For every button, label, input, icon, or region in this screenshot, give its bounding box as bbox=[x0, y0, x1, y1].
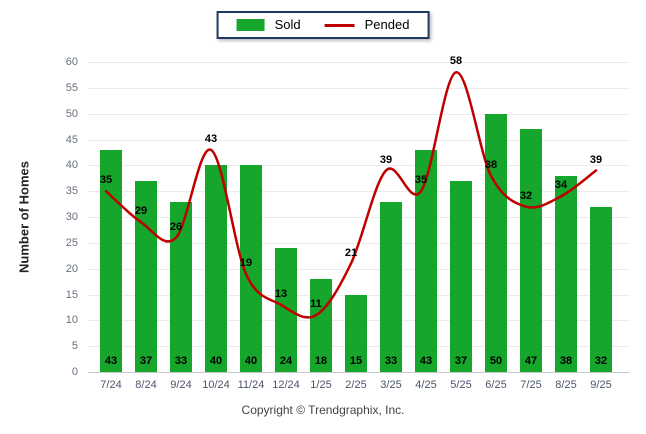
bar-value-label: 47 bbox=[524, 355, 538, 367]
copyright-text: Copyright © Trendgraphix, Inc. bbox=[241, 403, 405, 417]
bar-value-label: 38 bbox=[559, 355, 573, 367]
bar-value-label: 37 bbox=[454, 355, 468, 367]
y-axis-tick-label: 25 bbox=[65, 236, 78, 249]
line-value-label: 11 bbox=[310, 298, 322, 311]
bar-sold bbox=[485, 113, 507, 372]
sold-legend-label: Sold bbox=[274, 17, 301, 32]
bar-value-label: 37 bbox=[139, 355, 153, 367]
line-value-label: 39 bbox=[379, 153, 393, 166]
line-value-label: 43 bbox=[204, 132, 218, 145]
line-value-label: 21 bbox=[344, 246, 358, 259]
bar-value-label: 50 bbox=[489, 355, 503, 367]
bar-sold bbox=[555, 175, 577, 372]
x-axis-label: 3/25 bbox=[380, 379, 402, 391]
bar-value-label: 33 bbox=[174, 355, 188, 367]
y-axis-tick-label: 55 bbox=[65, 81, 78, 94]
x-axis-label: 6/25 bbox=[485, 379, 507, 391]
gridline bbox=[88, 62, 630, 63]
bar-value-label: 24 bbox=[279, 355, 293, 367]
y-axis-tick-label: 10 bbox=[65, 314, 78, 327]
y-axis-tick-label: 5 bbox=[71, 340, 78, 353]
y-axis-tick-label: 15 bbox=[65, 288, 78, 301]
bar-sold bbox=[205, 165, 227, 372]
x-axis-line bbox=[88, 372, 630, 373]
bar-sold bbox=[520, 129, 542, 372]
x-axis-label: 7/24 bbox=[100, 379, 122, 391]
bar-value-label: 33 bbox=[384, 355, 398, 367]
x-axis-label: 11/24 bbox=[237, 379, 265, 391]
legend: Sold Pended bbox=[216, 11, 430, 39]
line-value-label: 13 bbox=[274, 287, 288, 300]
x-axis-label: 5/25 bbox=[450, 379, 472, 391]
bar-value-label: 43 bbox=[104, 355, 118, 367]
y-axis-tick-label: 45 bbox=[65, 133, 78, 146]
gridline bbox=[88, 139, 630, 141]
bar-sold bbox=[380, 201, 402, 372]
bar-value-label: 18 bbox=[314, 355, 328, 367]
bar-value-label: 40 bbox=[244, 355, 258, 367]
line-value-label: 26 bbox=[169, 220, 183, 233]
y-axis-tick-label: 0 bbox=[71, 366, 78, 378]
bar-value-label: 32 bbox=[594, 355, 608, 367]
line-value-label: 58 bbox=[449, 55, 463, 68]
line-value-label: 19 bbox=[239, 256, 253, 269]
sold-legend-swatch-icon bbox=[236, 19, 265, 31]
x-axis-label: 1/25 bbox=[310, 379, 332, 391]
x-axis-label: 8/25 bbox=[555, 379, 577, 391]
gridline bbox=[88, 113, 630, 115]
bar-value-label: 15 bbox=[349, 355, 363, 367]
x-axis-label: 9/25 bbox=[590, 379, 612, 391]
line-value-label: 35 bbox=[99, 174, 113, 187]
x-axis-label: 7/25 bbox=[520, 379, 542, 391]
y-axis-tick-label: 35 bbox=[65, 185, 78, 198]
line-value-label: 29 bbox=[134, 205, 148, 218]
x-axis-label: 8/24 bbox=[135, 379, 157, 391]
x-axis-label: 2/25 bbox=[345, 379, 367, 391]
x-axis-label: 9/24 bbox=[170, 379, 192, 391]
x-axis-label: 12/24 bbox=[272, 379, 300, 391]
gridline bbox=[88, 87, 630, 89]
line-value-label: 32 bbox=[519, 189, 533, 202]
bar-sold bbox=[275, 248, 297, 372]
bar-sold bbox=[450, 180, 472, 372]
x-axis-label: 10/24 bbox=[202, 379, 230, 391]
line-value-label: 39 bbox=[589, 153, 603, 166]
pended-legend-line-icon bbox=[324, 23, 355, 27]
x-axis-label: 4/25 bbox=[415, 379, 437, 391]
y-axis-tick-label: 60 bbox=[65, 56, 78, 68]
y-axis-tick-label: 20 bbox=[65, 262, 78, 275]
line-value-label: 35 bbox=[414, 174, 428, 187]
gridline bbox=[88, 165, 630, 167]
line-value-label: 34 bbox=[554, 179, 568, 192]
bar-sold bbox=[590, 206, 612, 372]
bar-value-label: 43 bbox=[419, 355, 433, 367]
line-value-label: 38 bbox=[484, 158, 498, 171]
pended-legend-label: Pended bbox=[364, 17, 410, 32]
y-axis-tick-label: 30 bbox=[65, 211, 78, 223]
y-axis-tick-label: 40 bbox=[65, 159, 78, 172]
y-axis-tick-label: 50 bbox=[65, 107, 78, 120]
bar-value-label: 40 bbox=[209, 355, 223, 367]
